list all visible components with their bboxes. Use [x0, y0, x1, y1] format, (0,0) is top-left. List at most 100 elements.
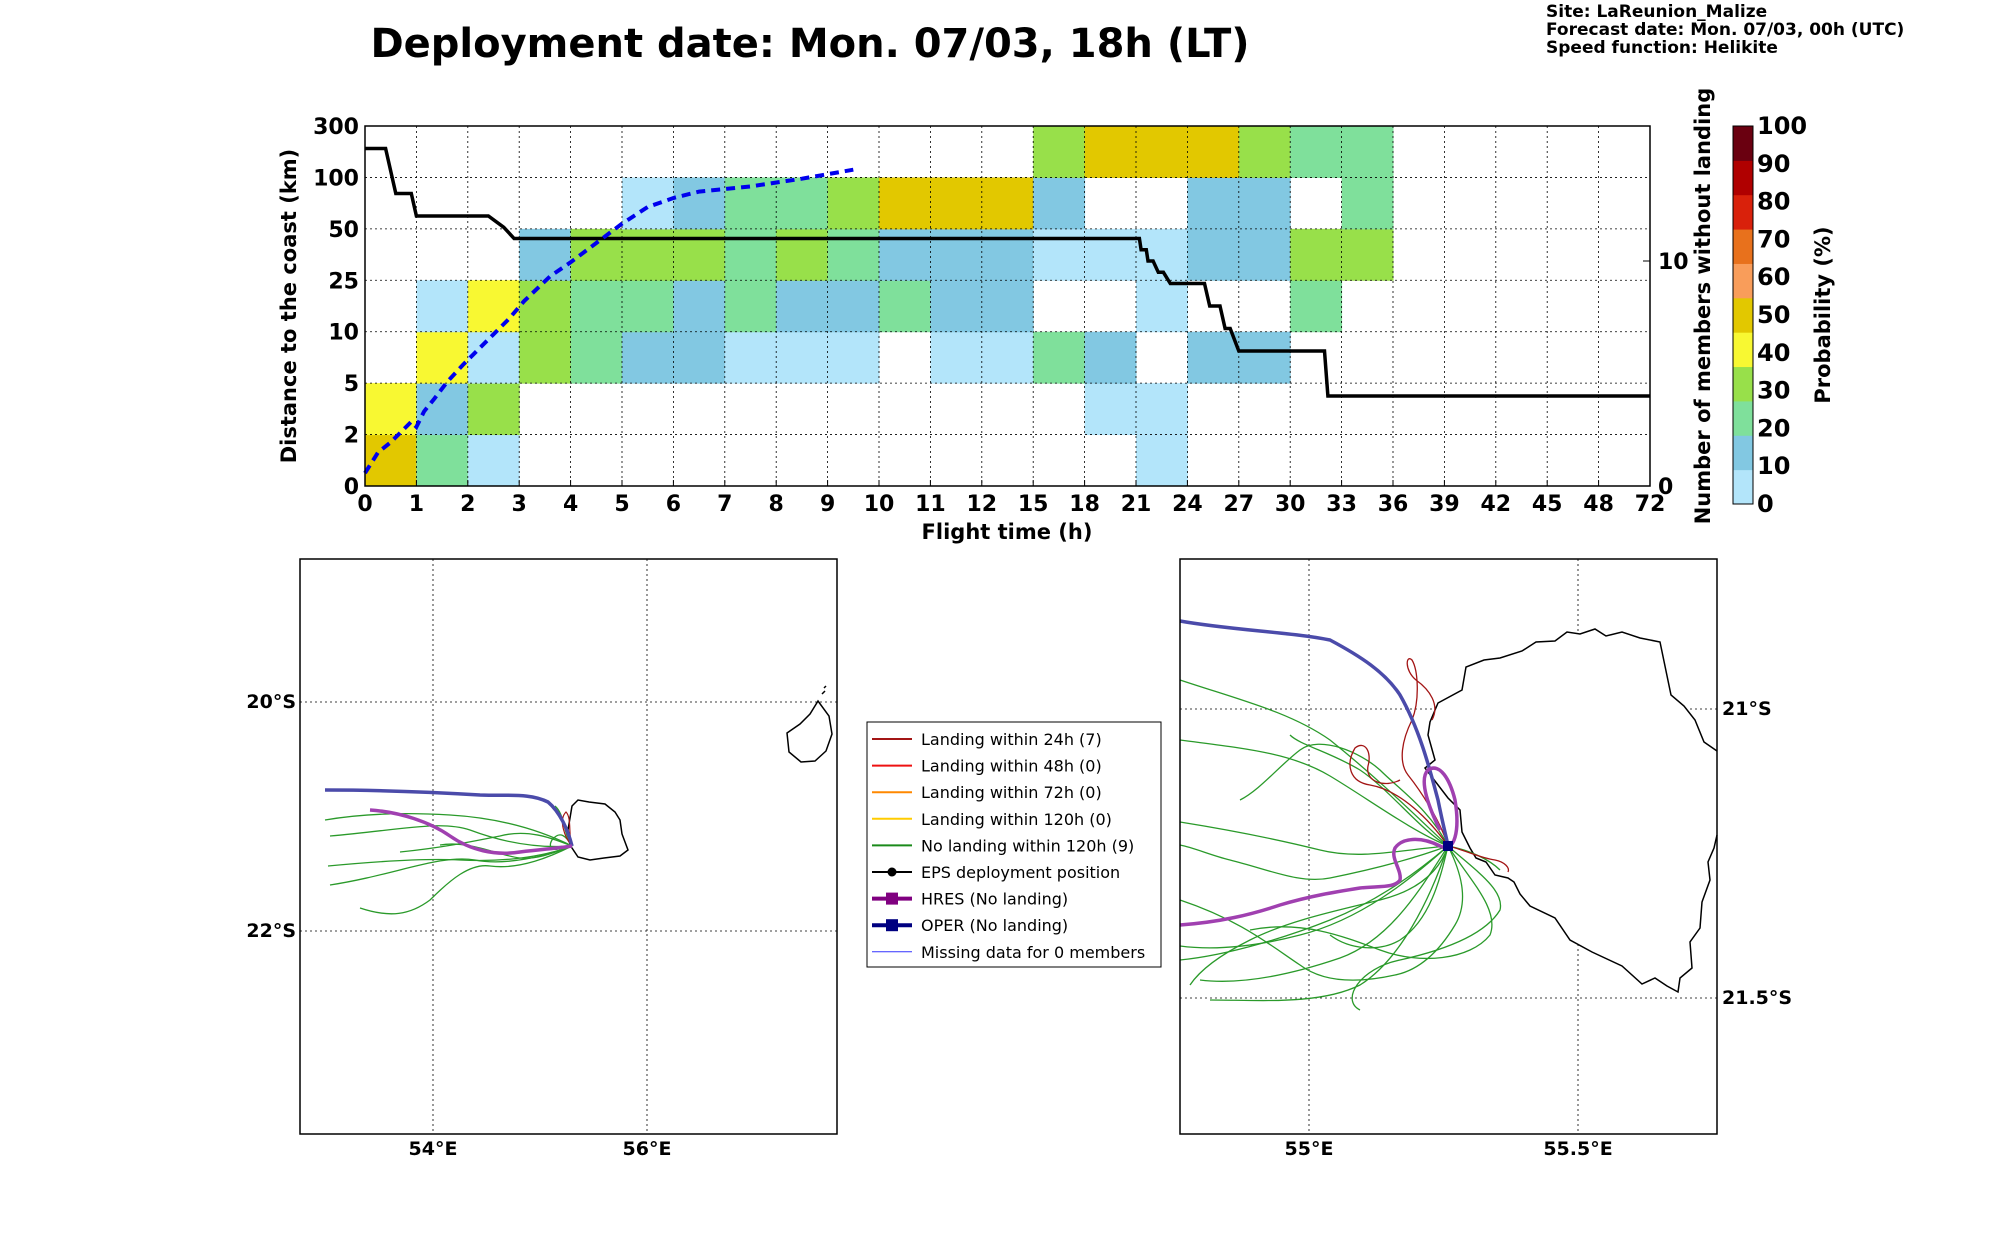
heatmap-cell: [981, 228, 1034, 281]
heatmap-cell: [1136, 434, 1188, 487]
colorbar-tick-label: 50: [1757, 301, 1790, 329]
heatmap-cell: [467, 434, 520, 487]
heatmap-cell: [622, 228, 674, 281]
heatmap-cell: [1238, 177, 1291, 230]
heatmap-cell: [519, 228, 572, 281]
heatmap-cell: [1136, 383, 1188, 436]
y-tick-label: 10: [328, 321, 359, 346]
lon-label-55e: 55°E: [1285, 1138, 1334, 1160]
map-overview-oper-track: [324, 788, 574, 847]
heatmap-cell: [1341, 228, 1394, 281]
heatmap-cell: [1084, 331, 1137, 384]
series-line-members-without-landing: [365, 146, 1650, 398]
x-tick-label: 0: [357, 492, 372, 517]
heatmap-cell: [1187, 228, 1240, 281]
colorbar-tick-label: 60: [1757, 263, 1790, 291]
heatmap-cell: [1341, 126, 1394, 178]
heatmap-cell: [622, 280, 674, 333]
y2-tick-label: 10: [1658, 250, 1689, 275]
colorbar-cell: [1733, 400, 1753, 436]
heatmap-cell: [1136, 126, 1188, 178]
colorbar-cell: [1733, 126, 1753, 161]
figure-title: Deployment date: Mon. 07/03, 18h (LT): [370, 21, 1249, 67]
map-zoomed-eps-tracks: [1179, 679, 1502, 1011]
x-tick-label: 5: [614, 492, 629, 517]
legend-item: No landing within 120h (9): [872, 836, 1134, 855]
lat-label-21-5s: 21.5°S: [1722, 987, 1792, 1009]
heatmap-cell: [827, 177, 880, 230]
legend-item: Missing data for 0 members: [872, 943, 1145, 962]
colorbar-frame: [1732, 125, 1754, 505]
heatmap-cell: [1033, 228, 1086, 281]
probability-heatmap: 0 1 2 3 4 5 6 7 8 9 10 11 12 15 18 21 24 27 30 33 36 39 42 45 48…: [277, 88, 1715, 544]
heatmap-cell: [1238, 331, 1291, 384]
heatmap-cell: [879, 280, 931, 333]
map-overview: 20°S 22°S 54°E 56°E: [246, 558, 838, 1160]
heatmap-cell: [776, 331, 829, 384]
heatmap-cell: [673, 228, 726, 281]
y-tick-label: 2: [344, 424, 359, 449]
heatmap-cell: [981, 177, 1034, 230]
legend-label: Landing within 48h (0): [921, 757, 1102, 776]
y-tick-label: 100: [313, 166, 359, 191]
legend-item: Landing within 48h (0): [872, 757, 1102, 776]
heatmap-cell: [981, 280, 1034, 333]
reunion-island-small: [567, 799, 629, 861]
colorbar-cell: [1733, 332, 1753, 368]
legend-label: HRES (No landing): [921, 890, 1068, 909]
x-tick-label: 21: [1121, 492, 1152, 517]
heatmap-cell: [416, 280, 469, 333]
colorbar-tick-label: 80: [1757, 188, 1790, 216]
x-tick-label: 72: [1635, 492, 1666, 517]
heatmap-cell: [416, 331, 469, 384]
mauritius-islets: [821, 685, 827, 695]
map-zoomed: 21°S 21.5°S 55°E 55.5°E: [1179, 558, 1792, 1160]
x-axis-label: Flight time (h): [922, 520, 1093, 544]
heatmap-frame: [364, 125, 1651, 487]
map-overview-graticule: [300, 559, 837, 1134]
colorbar-tick-label: 100: [1757, 112, 1807, 140]
colorbar-cell: [1733, 297, 1753, 333]
x-tick-label: 24: [1172, 492, 1203, 517]
heatmap-cell: [1238, 228, 1291, 281]
heatmap-cell: [365, 434, 417, 487]
x-tick-label: 48: [1583, 492, 1614, 517]
map-zoomed-landing-tracks: [1349, 658, 1510, 873]
x-tick-label: 7: [717, 492, 732, 517]
heatmap-cell: [1084, 228, 1137, 281]
lon-label-56e: 56°E: [623, 1138, 672, 1160]
heatmap-cell: [1033, 331, 1086, 384]
heatmap-cell: [724, 280, 777, 333]
heatmap-cell: [776, 280, 829, 333]
heatmap-cell: [570, 228, 623, 281]
colorbar-cell: [1733, 229, 1753, 264]
map-overview-hres-track: [369, 808, 573, 855]
legend-items: Landing within 24h (7) Landing within 48h…: [872, 730, 1145, 962]
x-tick-label: 4: [563, 492, 578, 517]
heatmap-cell: [1290, 228, 1343, 281]
x-tick-labels: 0 1 2 3 4 5 6 7 8 9 10 11 12 15 18 21 24 27 30 33 36 39 42 45 48…: [357, 480, 1665, 517]
map-zoomed-hres-track: [1179, 766, 1459, 927]
heatmap-cell: [519, 331, 572, 384]
heatmap-cell: [879, 177, 931, 230]
x-tick-label: 9: [820, 492, 835, 517]
legend-label: Landing within 24h (7): [921, 730, 1102, 749]
heatmap-cell: [1033, 177, 1086, 230]
heatmap-cell: [827, 331, 880, 384]
heatmap-cell: [1033, 126, 1086, 178]
heatmap-cell: [519, 280, 572, 333]
legend-item: Landing within 120h (0): [872, 810, 1112, 829]
heatmap-series: [363, 146, 1650, 475]
y2-axis-label: Number of members without landing: [1691, 88, 1715, 525]
colorbar-cell: [1733, 194, 1753, 230]
heatmap-cell: [724, 177, 777, 230]
heatmap-cell: [1238, 126, 1291, 178]
lon-label-55-5e: 55.5°E: [1543, 1138, 1612, 1160]
legend-label: Missing data for 0 members: [921, 943, 1145, 962]
speed-function-info: Speed function: Helikite: [1546, 38, 1778, 58]
heatmap-cell: [981, 331, 1034, 384]
colorbar-tick-label: 30: [1757, 377, 1790, 405]
x-tick-label: 2: [460, 492, 475, 517]
